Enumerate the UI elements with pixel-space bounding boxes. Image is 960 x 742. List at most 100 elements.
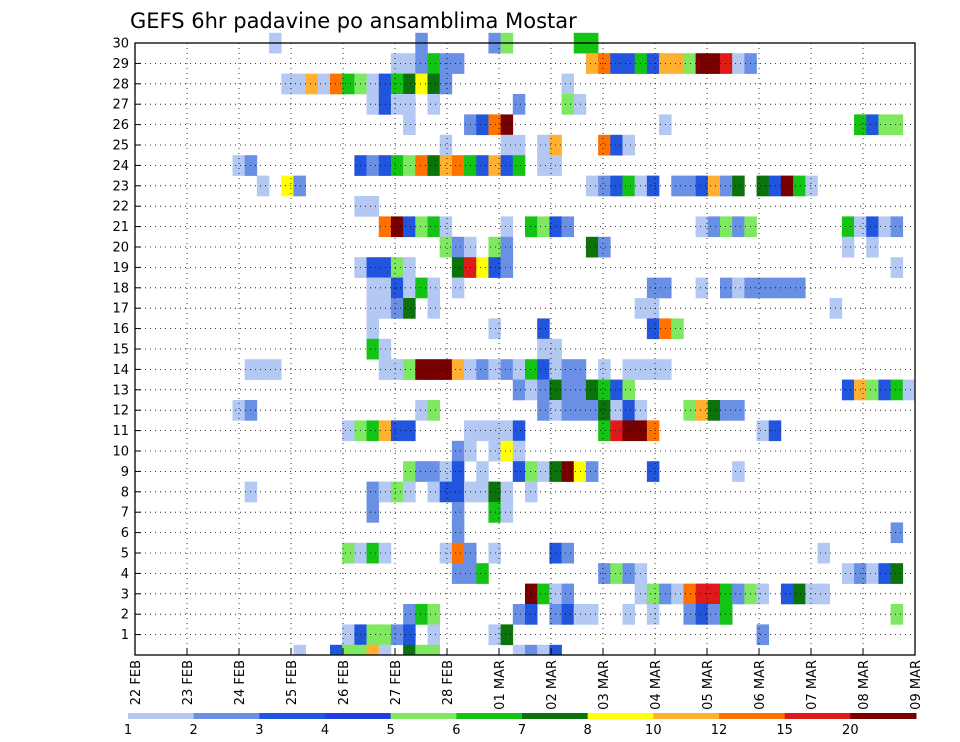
heatmap-cell [732,461,745,482]
heatmap-cell [403,624,416,646]
heatmap-cell [683,604,696,625]
heatmap-cell [561,379,575,401]
heatmap-cell [585,236,599,258]
heatmap-cell [525,379,538,401]
heatmap-cell [403,155,416,176]
heatmap-cell [390,53,404,74]
heatmap-cell [488,624,501,646]
heatmap-cell [732,53,745,74]
x-tick-label: 02 MAR [545,660,560,710]
colorbar-label: 2 [190,723,198,738]
heatmap-cell [500,624,514,646]
heatmap-cell [646,318,660,340]
colorbar-swatch [259,713,326,719]
heatmap-cell [817,583,830,605]
heatmap-cell [671,318,684,340]
heatmap-cell [488,114,501,136]
y-tick-label: 14 [112,363,129,378]
heatmap-cell [378,277,392,299]
heatmap-cell [378,359,392,380]
heatmap-cell [330,73,343,95]
colorbar-label: 4 [321,723,329,738]
y-tick-label: 20 [112,241,129,256]
heatmap-cell [427,359,440,380]
colorbar-label: 15 [776,723,793,738]
heatmap-cell [646,420,660,442]
heatmap-cell [561,604,575,625]
colorbar-legend: 1 2 3 4 5 6 7 8 10 12 15 20 [124,713,917,738]
heatmap-cell [720,400,733,421]
heatmap-cell [378,73,392,95]
heatmap-cell [537,338,550,360]
heatmap-cell [415,216,428,238]
heatmap-cell [403,257,416,278]
heatmap-cell [366,318,380,340]
heatmap-cell [488,542,501,564]
heatmap-cell [403,420,416,442]
x-tick-label: 26 FEB [337,660,352,705]
heatmap-cell [707,583,721,605]
heatmap-cell [622,379,635,401]
heatmap-cell [793,583,806,605]
heatmap-cell [427,481,440,503]
heatmap-cell [512,420,526,442]
heatmap-cell [305,73,319,95]
heatmap-cell [780,175,794,197]
y-tick-label: 18 [112,281,129,296]
heatmap-cell [878,379,891,401]
heatmap-cell [390,420,404,442]
heatmap-cell [525,216,538,238]
heatmap-cell [500,440,514,462]
heatmap-cell [622,53,635,74]
heatmap-cell [512,155,526,176]
heatmap-cell [646,359,660,380]
heatmap-cell [378,298,392,319]
heatmap-cell [427,53,440,74]
heatmap-cell [671,175,684,197]
heatmap-cell [451,461,465,482]
y-tick-label: 15 [112,343,129,358]
heatmap-cell [488,420,501,442]
heatmap-cell [695,277,709,299]
heatmap-cell [451,155,465,176]
y-tick-label: 4 [121,567,129,582]
heatmap-cell [488,236,501,258]
heatmap-cell [622,563,635,584]
heatmap-cell [585,175,599,197]
x-tick-label: 07 MAR [805,660,820,710]
heatmap-cell [707,604,721,625]
heatmap-cell [451,502,465,523]
heatmap-cell [232,400,245,421]
y-tick-label: 21 [112,220,129,235]
heatmap-cell [768,175,782,197]
heatmap-cell [573,359,587,380]
heatmap-cell [525,604,538,625]
heatmap-cell [793,175,806,197]
x-tick-label: 06 MAR [753,660,768,710]
heatmap-cell [537,379,550,401]
heatmap-cell [366,196,380,217]
x-tick-label: 04 MAR [649,660,664,710]
heatmap-cell [403,359,416,380]
heatmap-cell [573,379,587,401]
colorbar-label: 3 [255,723,263,738]
heatmap-cell [427,94,440,115]
heatmap-cell [403,277,416,299]
heatmap-cell [525,644,538,655]
heatmap-cell [256,175,270,197]
heatmap-cell [598,53,611,74]
heatmap-cell [537,155,550,176]
heatmap-cell [366,338,380,360]
y-tick-label: 5 [121,547,129,562]
heatmap-cell [293,73,306,95]
heatmap-cell [378,155,392,176]
heatmap-cell [512,461,526,482]
heatmap-cell [841,236,855,258]
y-tick-label: 2 [121,608,129,623]
heatmap-cell [366,257,380,278]
heatmap-cell [378,644,392,655]
heatmap-cell [427,400,440,421]
heatmap-cell [500,420,514,442]
heatmap-cell [342,644,355,655]
heatmap-cell [598,400,611,421]
